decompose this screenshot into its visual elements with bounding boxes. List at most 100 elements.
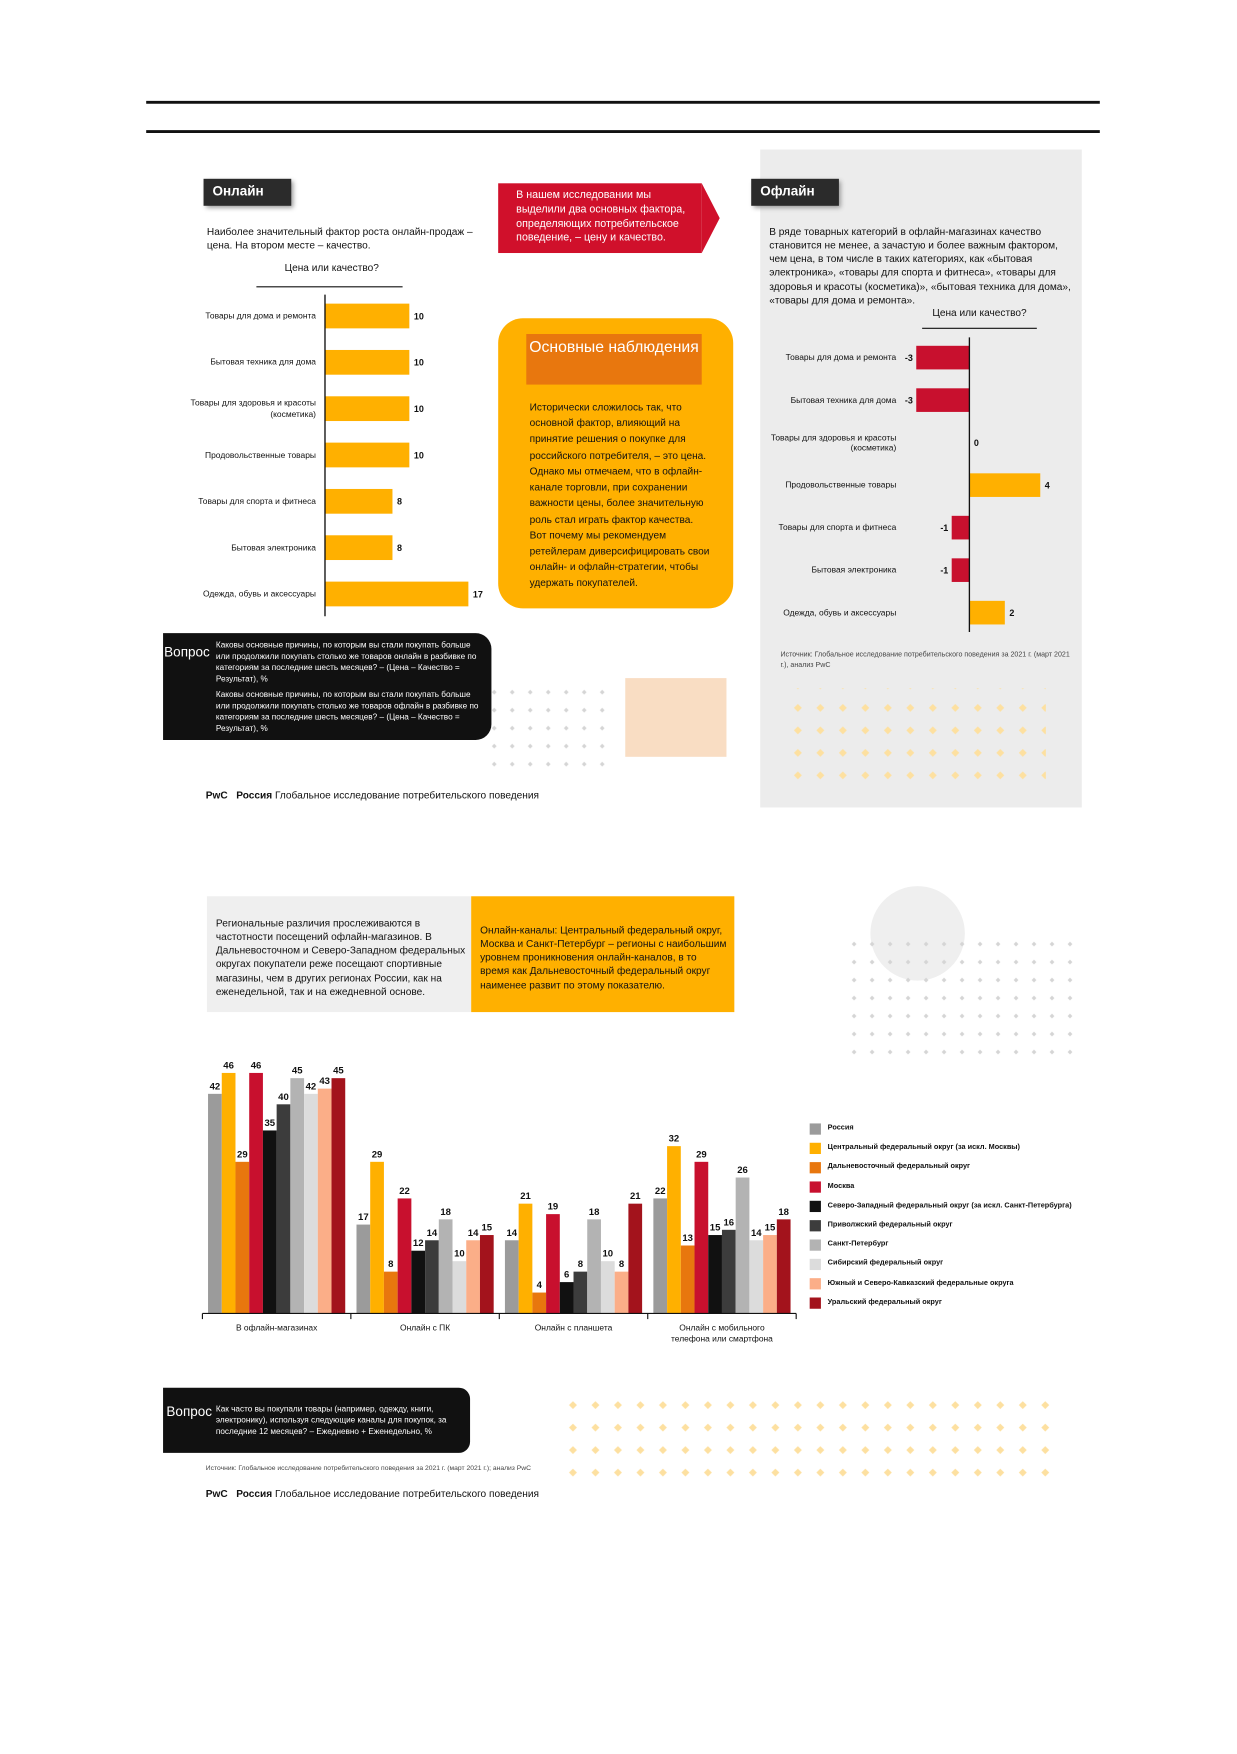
legend-label: Северо-Западный федеральный округ (за ис… (827, 1201, 1072, 1210)
question-text: Как часто вы покупали товары (например, … (215, 1403, 447, 1436)
category-label: Продовольственные товары (205, 449, 316, 460)
source-text: Источник: Глобальное исследование потреб… (205, 1465, 532, 1473)
bar (466, 1240, 480, 1314)
legend-label: Санкт-Петербург (827, 1240, 889, 1249)
question-text: Каковы основные причины, по которым вы с… (215, 639, 477, 684)
observations-title: Основные наблюдения (529, 337, 699, 356)
category-label: Продовольственные товары (785, 479, 897, 490)
legend-label: Южный и Северо-Кавказский федеральные ок… (827, 1278, 1014, 1287)
bar (324, 535, 393, 561)
value-label: 18 (778, 1207, 789, 1218)
bar (317, 1088, 332, 1314)
value-label: 4 (537, 1280, 543, 1291)
category-label: Товары для спорта и фитнеса (778, 522, 897, 533)
illustration (625, 678, 727, 757)
value-label: 29 (696, 1149, 707, 1160)
chart-title: Цена или качество? (932, 308, 1027, 319)
regional-text: Региональные различия прослеживаются в ч… (215, 917, 466, 998)
value-label: 10 (414, 358, 424, 368)
bar (628, 1203, 643, 1314)
category-label: Товары для здоровья и красоты (косметика… (190, 398, 316, 419)
bar (262, 1130, 277, 1314)
bar (708, 1235, 722, 1314)
category-label: В офлайн-магазинах (235, 1322, 318, 1333)
bar (776, 1219, 791, 1314)
bar (383, 1271, 398, 1314)
value-label: 40 (278, 1092, 289, 1103)
bar (587, 1219, 601, 1314)
value-label: 46 (251, 1060, 262, 1071)
bar (916, 388, 970, 412)
value-label: 15 (765, 1223, 776, 1234)
value-label: 21 (630, 1191, 641, 1202)
footer: PwC Россия Глобальное исследование потре… (206, 788, 539, 802)
bar (667, 1146, 681, 1314)
question-label: Вопрос (164, 644, 210, 661)
value-label: 29 (237, 1149, 248, 1160)
decor-dots (562, 1387, 1058, 1487)
decor-dots (787, 688, 1046, 792)
online-note-box (471, 896, 735, 1013)
bar (438, 1219, 453, 1314)
legend-label: Сибирский федеральный округ (827, 1259, 944, 1268)
legend-swatch (809, 1181, 821, 1193)
intro-text: В ряде товарных категорий в офлайн-магаз… (769, 226, 1071, 306)
bar (763, 1235, 777, 1314)
category-label: Товары для спорта и фитнеса (198, 496, 316, 507)
value-label: 8 (397, 543, 402, 553)
category-label: Бытовая электроника (811, 564, 897, 575)
value-label: 13 (682, 1233, 693, 1244)
bar (249, 1072, 263, 1314)
regional-box (206, 896, 472, 1013)
footer-brand: PwC (205, 1487, 228, 1500)
question-box (163, 633, 492, 740)
legend-label: Москва (827, 1182, 855, 1191)
bar (916, 345, 970, 370)
value-label: 10 (414, 450, 424, 460)
value-label: 8 (619, 1259, 625, 1270)
bar (573, 1271, 588, 1314)
bar (600, 1261, 615, 1314)
question-label: Вопрос (166, 1403, 213, 1420)
footer: PwC Россия Глобальное исследование потре… (206, 1487, 539, 1501)
value-label: 15 (482, 1223, 493, 1234)
bar (208, 1093, 222, 1314)
value-label: 8 (578, 1259, 584, 1270)
bar (721, 1229, 736, 1314)
value-label: 45 (333, 1066, 344, 1077)
bar (290, 1078, 305, 1314)
bar (479, 1235, 494, 1314)
online-note-text: Онлайн-каналы: Центральный федеральный о… (480, 924, 727, 991)
bar (221, 1072, 236, 1314)
value-label: 6 (564, 1270, 569, 1281)
value-label: 19 (548, 1202, 559, 1213)
value-label: 12 (413, 1238, 424, 1249)
value-label: 32 (669, 1134, 680, 1145)
bar (735, 1177, 750, 1314)
value-label: 15 (710, 1223, 721, 1234)
legend-swatch (809, 1123, 821, 1135)
category-label: Онлайн с планшета (534, 1322, 613, 1333)
bar (614, 1271, 629, 1314)
value-label: 29 (372, 1149, 383, 1160)
bar (331, 1078, 346, 1314)
category-label: Товары для дома и ремонта (785, 352, 897, 363)
bar (324, 488, 393, 514)
bar (969, 600, 1005, 625)
callout-text: В нашем исследовании мы выделили два осн… (516, 188, 686, 245)
footer-brand: PwC (205, 789, 228, 801)
bar (324, 349, 410, 375)
category-label: Бытовая электроника (231, 542, 316, 553)
bar (356, 1224, 371, 1314)
category-label: Онлайн с ПК (400, 1322, 451, 1333)
bar (276, 1104, 291, 1314)
legend-swatch (809, 1239, 821, 1251)
value-label: 8 (388, 1259, 394, 1270)
value-label: 35 (264, 1118, 275, 1129)
chart-title: Цена или качество? (285, 263, 380, 274)
value-label: 16 (724, 1217, 735, 1228)
value-label: 14 (468, 1228, 479, 1239)
value-label: 42 (306, 1081, 317, 1092)
